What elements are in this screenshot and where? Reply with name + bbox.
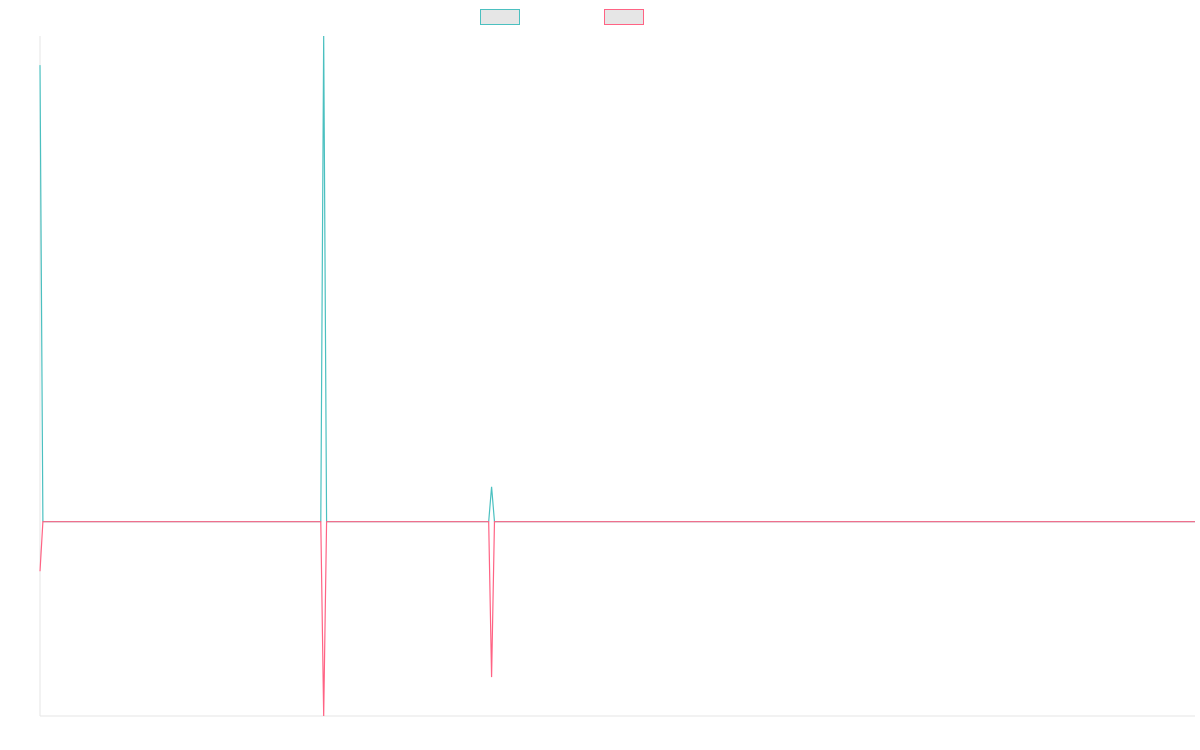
legend-swatch-series-1[interactable] [480,9,520,25]
series-line-1 [39,35,1195,523]
axes [39,36,1195,717]
legend-swatch-series-2[interactable] [604,9,644,25]
series-lines [39,35,1195,717]
series-line-2 [39,521,1195,717]
